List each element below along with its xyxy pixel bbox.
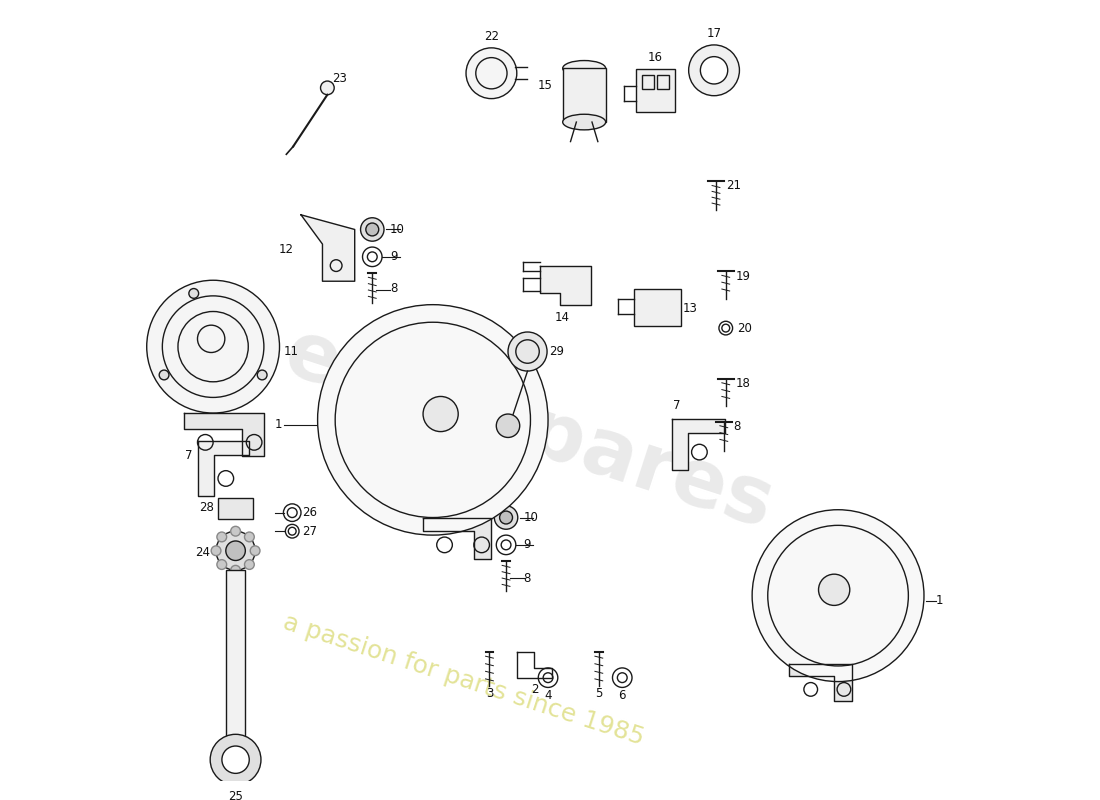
Circle shape (217, 560, 227, 570)
Text: 9: 9 (389, 250, 397, 263)
Text: 6: 6 (618, 689, 626, 702)
Circle shape (222, 746, 250, 774)
Circle shape (216, 531, 255, 570)
Circle shape (244, 560, 254, 570)
Circle shape (217, 532, 227, 542)
Circle shape (508, 332, 547, 371)
Text: 7: 7 (185, 449, 192, 462)
Text: 24: 24 (195, 546, 210, 559)
Circle shape (318, 305, 548, 535)
Text: 8: 8 (389, 282, 397, 294)
Circle shape (499, 511, 513, 524)
Text: 12: 12 (278, 242, 294, 255)
Polygon shape (184, 413, 264, 456)
Bar (658, 75, 669, 89)
Text: 5: 5 (595, 686, 603, 700)
Text: 8: 8 (524, 571, 531, 585)
Circle shape (244, 532, 254, 542)
Circle shape (424, 397, 459, 432)
Circle shape (210, 734, 261, 785)
Text: 22: 22 (484, 30, 499, 42)
Text: 28: 28 (199, 502, 214, 514)
Circle shape (494, 506, 518, 530)
Text: 10: 10 (524, 511, 539, 524)
Text: 4: 4 (544, 689, 552, 702)
Circle shape (361, 218, 384, 241)
Bar (226, 570, 245, 746)
Text: eurospares: eurospares (274, 314, 783, 546)
Text: 18: 18 (736, 378, 750, 390)
Circle shape (320, 81, 334, 94)
Bar (218, 498, 253, 519)
Text: 11: 11 (284, 345, 298, 358)
Text: 25: 25 (228, 790, 243, 800)
Circle shape (211, 546, 221, 556)
Bar (634, 289, 681, 326)
Text: 21: 21 (726, 179, 740, 192)
Bar (636, 70, 675, 112)
Polygon shape (301, 215, 354, 282)
Text: 20: 20 (737, 322, 752, 334)
Text: 1: 1 (936, 594, 943, 607)
Text: 14: 14 (554, 311, 569, 324)
Circle shape (466, 48, 517, 98)
Polygon shape (198, 442, 250, 496)
Text: 19: 19 (736, 270, 750, 283)
Bar (641, 75, 653, 89)
Text: 2: 2 (531, 683, 539, 696)
Text: 16: 16 (648, 51, 663, 64)
Text: 13: 13 (683, 302, 697, 315)
Circle shape (818, 574, 850, 606)
Text: 8: 8 (734, 420, 741, 434)
Text: 29: 29 (549, 345, 564, 358)
Circle shape (752, 510, 924, 682)
Bar (563, 68, 606, 122)
Polygon shape (540, 266, 591, 305)
Text: 26: 26 (302, 506, 317, 519)
Text: 27: 27 (302, 525, 317, 538)
Text: 10: 10 (389, 223, 405, 236)
Text: 9: 9 (524, 538, 531, 551)
Polygon shape (789, 664, 851, 701)
Polygon shape (672, 419, 725, 470)
Circle shape (689, 45, 739, 96)
Text: a passion for parts since 1985: a passion for parts since 1985 (280, 610, 648, 750)
Polygon shape (424, 518, 492, 558)
Circle shape (226, 541, 245, 561)
Text: 7: 7 (673, 398, 681, 412)
Circle shape (496, 414, 519, 438)
Circle shape (257, 370, 267, 380)
Text: 23: 23 (332, 72, 348, 85)
Circle shape (231, 566, 241, 575)
Circle shape (250, 546, 260, 556)
Ellipse shape (563, 114, 606, 130)
Text: 15: 15 (538, 79, 553, 93)
Circle shape (701, 57, 728, 84)
Text: 1: 1 (275, 418, 282, 431)
Circle shape (189, 289, 199, 298)
Circle shape (366, 223, 378, 236)
Circle shape (160, 370, 169, 380)
Circle shape (146, 280, 279, 413)
Ellipse shape (563, 61, 606, 76)
Circle shape (231, 526, 241, 536)
Text: 3: 3 (486, 686, 493, 700)
Text: 17: 17 (706, 26, 722, 40)
